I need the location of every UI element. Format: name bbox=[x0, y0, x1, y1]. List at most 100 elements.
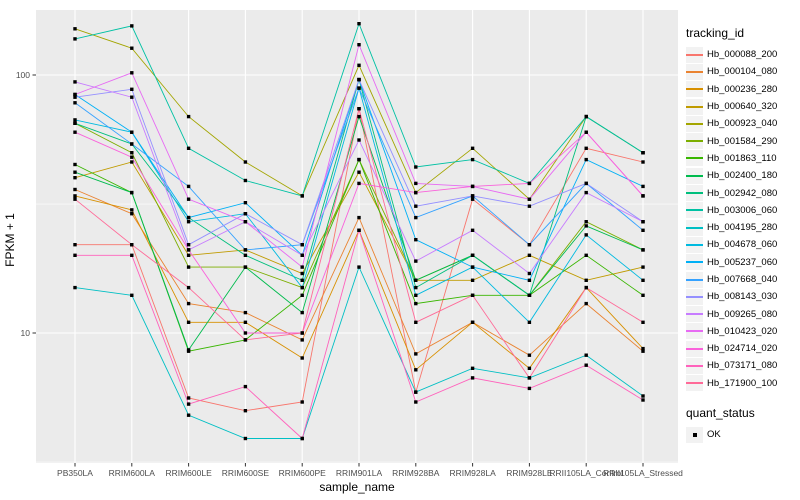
data-point bbox=[470, 157, 475, 162]
data-point bbox=[300, 310, 304, 315]
legend-label: Hb_004195_280 bbox=[707, 222, 778, 234]
data-point bbox=[243, 160, 248, 164]
y-tick-label: 100 bbox=[16, 70, 30, 80]
legend-key bbox=[686, 98, 703, 115]
data-point bbox=[584, 130, 588, 134]
data-point bbox=[243, 220, 248, 224]
legend-key bbox=[686, 63, 703, 80]
data-point bbox=[357, 157, 361, 162]
legend-swatch-line bbox=[686, 122, 703, 125]
legend-item-quant-ok: OK bbox=[686, 426, 798, 443]
legend-swatch-line bbox=[686, 140, 703, 143]
data-point bbox=[584, 146, 588, 150]
data-point bbox=[300, 278, 304, 282]
x-tick-label: RRIM928BA bbox=[392, 468, 440, 478]
data-point bbox=[641, 320, 645, 324]
legend-title-tracking-id: tracking_id bbox=[686, 26, 745, 40]
data-point bbox=[243, 436, 248, 441]
legend-title-quant-status: quant_status bbox=[686, 405, 755, 420]
x-tick-label: RRIM600LA bbox=[109, 468, 156, 478]
data-point bbox=[300, 331, 304, 335]
legend-label: OK bbox=[707, 429, 721, 441]
data-point bbox=[414, 190, 418, 195]
legend-item: Hb_171900_100 bbox=[686, 375, 798, 392]
legend-item: Hb_009265_080 bbox=[686, 305, 798, 323]
data-point bbox=[186, 413, 191, 417]
data-point bbox=[73, 243, 77, 247]
data-point bbox=[470, 194, 475, 198]
legend-item: Hb_000088_200 bbox=[686, 46, 798, 63]
data-point bbox=[584, 363, 588, 367]
data-point bbox=[243, 409, 248, 413]
data-point bbox=[641, 265, 645, 269]
data-point bbox=[470, 376, 475, 380]
data-point bbox=[357, 107, 361, 111]
legend-label: Hb_001584_290 bbox=[707, 135, 778, 147]
data-point bbox=[641, 184, 645, 189]
data-point bbox=[470, 146, 475, 150]
data-point bbox=[414, 301, 418, 306]
legend-label: Hb_000088_200 bbox=[707, 49, 778, 61]
legend-item: Hb_001863_110 bbox=[686, 150, 798, 167]
legend-item: Hb_010423_020 bbox=[686, 323, 798, 340]
data-point bbox=[357, 114, 361, 119]
legend-swatch-line bbox=[686, 53, 703, 56]
data-point bbox=[414, 259, 418, 263]
legend-label: Hb_009265_080 bbox=[707, 308, 778, 320]
legend-label: Hb_008143_030 bbox=[707, 291, 778, 303]
axis-tick-labels: PB350LA RRIM600LA RRIM600LE RRIM600SE RRIM60… bbox=[16, 70, 683, 478]
data-point bbox=[73, 118, 77, 122]
data-point bbox=[470, 293, 475, 297]
data-point bbox=[641, 160, 645, 164]
data-point bbox=[73, 176, 77, 180]
legend-swatch-line bbox=[686, 261, 703, 264]
data-point bbox=[73, 170, 77, 174]
data-point bbox=[357, 43, 361, 47]
data-point bbox=[357, 265, 361, 269]
legend-swatch-line bbox=[686, 330, 703, 333]
data-point bbox=[300, 194, 304, 198]
legend-label: Hb_003006_060 bbox=[707, 204, 778, 216]
data-point bbox=[414, 181, 418, 186]
data-point bbox=[357, 181, 361, 186]
legend-label: Hb_002942_080 bbox=[707, 187, 778, 199]
data-point bbox=[527, 366, 532, 370]
legend-label: Hb_004678_060 bbox=[707, 239, 778, 251]
data-point bbox=[527, 204, 532, 208]
x-axis-title: sample_name bbox=[319, 480, 395, 494]
data-point bbox=[186, 265, 191, 269]
data-point bbox=[130, 293, 134, 297]
data-point bbox=[73, 197, 77, 201]
data-point bbox=[73, 187, 77, 192]
data-point bbox=[186, 243, 191, 247]
legend-label: Hb_002400_180 bbox=[707, 170, 778, 182]
data-point bbox=[73, 95, 77, 99]
legend-key bbox=[686, 323, 703, 340]
data-point bbox=[584, 285, 588, 290]
data-point bbox=[130, 208, 134, 212]
data-point bbox=[357, 22, 361, 26]
legend-item: Hb_004678_060 bbox=[686, 236, 798, 253]
data-point bbox=[414, 165, 418, 169]
data-point bbox=[470, 184, 475, 189]
data-point bbox=[130, 243, 134, 247]
data-point bbox=[243, 331, 248, 335]
legend-items: Hb_000088_200 Hb_000104_080 Hb_000236_280 H… bbox=[686, 46, 798, 392]
data-point bbox=[584, 224, 588, 228]
data-point bbox=[414, 293, 418, 297]
x-tick-label: RRIM928LA bbox=[449, 468, 496, 478]
data-point bbox=[186, 396, 191, 400]
axis-ticks bbox=[32, 74, 644, 467]
data-point bbox=[527, 271, 532, 276]
data-point bbox=[641, 151, 645, 155]
legend-item: Hb_005237_060 bbox=[686, 254, 798, 271]
data-point bbox=[414, 368, 418, 372]
data-point bbox=[414, 285, 418, 290]
data-point bbox=[243, 178, 248, 183]
legend-label: Hb_000640_320 bbox=[707, 101, 778, 113]
legend-key bbox=[686, 254, 703, 271]
legend-swatch-line bbox=[686, 174, 703, 177]
legend-label: Hb_171900_100 bbox=[707, 377, 778, 389]
data-point bbox=[470, 253, 475, 257]
